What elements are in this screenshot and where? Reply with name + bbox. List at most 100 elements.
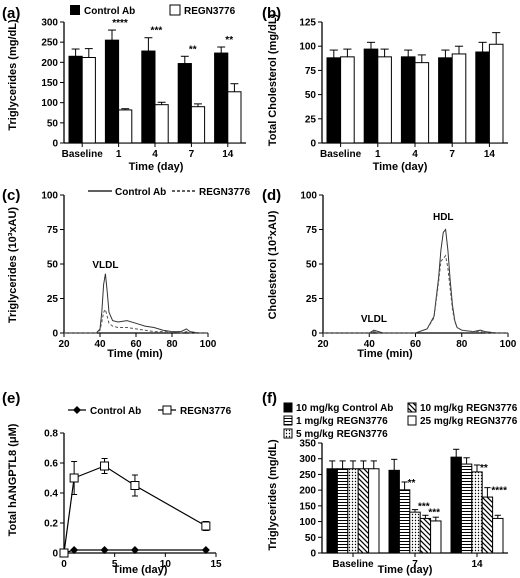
bar-f bbox=[326, 468, 338, 554]
legend-swatch-f-2 bbox=[283, 415, 293, 426]
legend-swatch-f-1 bbox=[283, 402, 293, 413]
panel-label-e: (e) bbox=[2, 390, 20, 407]
y-tick-label-c: 75 bbox=[47, 225, 59, 236]
bar-a bbox=[68, 55, 83, 144]
y-tick-label-c: 100 bbox=[41, 191, 58, 202]
panel-a: (a) Triglycerides (mg/dL) Time (day) Con… bbox=[2, 4, 246, 173]
x-axis-title-f: Time (day) bbox=[378, 564, 433, 576]
panel-f: (f) Triglycerides (mg/dL) Time (day) 10 … bbox=[262, 390, 518, 576]
legend-marker-regn3776-e bbox=[162, 405, 172, 415]
significance-label-a: **** bbox=[112, 18, 128, 29]
x-axis-title-b: Time (day) bbox=[373, 161, 428, 173]
significance-label-a: ** bbox=[189, 44, 197, 55]
x-tick-label-c: 20 bbox=[58, 339, 70, 350]
y-tick-label-d: 50 bbox=[306, 260, 318, 271]
bar-f bbox=[430, 520, 442, 554]
bar-f bbox=[368, 468, 380, 554]
significance-label-f: ** bbox=[480, 463, 488, 474]
y-tick-label-a: 250 bbox=[41, 38, 58, 49]
x-tick-label-a: 1 bbox=[116, 149, 122, 160]
legend-c: Control Ab REGN3776 bbox=[88, 187, 251, 198]
x-tick-label-b: 4 bbox=[412, 149, 418, 160]
bar-b bbox=[475, 51, 490, 144]
y-tick-label-b: 100 bbox=[299, 42, 316, 53]
bar-a bbox=[177, 63, 192, 144]
x-tick-label-b: 1 bbox=[375, 149, 381, 160]
bar-a bbox=[141, 50, 156, 144]
bar-b bbox=[363, 48, 379, 144]
panel-label-c: (c) bbox=[2, 187, 20, 204]
y-axis-title-d: Cholesterol (10³xAU) bbox=[267, 210, 279, 319]
y-axis-title-e: Total hANGPTL8 (μM) bbox=[7, 423, 19, 536]
x-tick-label-b: 7 bbox=[449, 149, 455, 160]
x-tick-label-a: Baseline bbox=[62, 149, 104, 160]
data-point-regn3776 bbox=[130, 481, 140, 490]
bar-b bbox=[400, 56, 416, 144]
bar-a bbox=[190, 106, 206, 144]
x-tick-label-a: 7 bbox=[189, 149, 195, 160]
data-point-regn3776 bbox=[201, 521, 211, 531]
legend-swatch-f-4 bbox=[407, 402, 417, 413]
legend-swatch-f-3 bbox=[283, 428, 293, 439]
x-tick-label-f: 14 bbox=[471, 559, 483, 570]
legend-e: Control Ab REGN3776 bbox=[68, 405, 232, 417]
significance-label-a: ** bbox=[225, 35, 233, 46]
bar-f bbox=[471, 471, 483, 554]
series-line-c-1 bbox=[64, 308, 208, 334]
bar-f bbox=[419, 517, 432, 554]
vldl-annotation-d: VLDL bbox=[361, 314, 387, 325]
x-tick-label-f: 7 bbox=[412, 559, 418, 570]
legend-label-f-3: 5 mg/kg REGN3776 bbox=[296, 429, 388, 440]
legend-label-regn3776-e: REGN3776 bbox=[180, 406, 232, 417]
x-tick-label-f: Baseline bbox=[332, 559, 374, 570]
plot-area-d: 0 25 50 75 100 20 40 60 80 100 VLDL HDL bbox=[300, 191, 516, 351]
panel-label-b: (b) bbox=[262, 5, 281, 22]
panel-d: (d) Cholesterol (10³xAU) Time (min) 0 25 5… bbox=[262, 187, 517, 360]
bar-a bbox=[154, 104, 169, 144]
bar-f bbox=[492, 517, 504, 554]
y-tick-label-b: 50 bbox=[305, 90, 317, 101]
y-tick-label-d: 25 bbox=[306, 294, 318, 305]
legend-f: 10 mg/kg Control Ab 1 mg/kg REGN3776 5 m… bbox=[283, 402, 518, 440]
legend-swatch-f-5 bbox=[407, 415, 417, 426]
y-tick-label-a: 100 bbox=[41, 98, 58, 109]
y-tick-label-b: 125 bbox=[299, 18, 316, 29]
bar-f bbox=[398, 489, 411, 554]
y-tick-label-e: 0.8 bbox=[44, 429, 58, 440]
legend-label-f-2: 1 mg/kg REGN3776 bbox=[296, 416, 388, 427]
bar-b bbox=[451, 53, 467, 144]
legend-label-regn3776: REGN3776 bbox=[184, 6, 236, 17]
x-tick-label-d: 40 bbox=[364, 339, 376, 350]
y-axis-title-f: Triglycerides (mg/dL) bbox=[267, 439, 279, 551]
x-tick-label-b: Baseline bbox=[320, 149, 362, 160]
bar-b bbox=[488, 43, 504, 144]
x-tick-label-c: 60 bbox=[130, 339, 142, 350]
y-tick-label-a: 300 bbox=[41, 18, 58, 29]
x-tick-label-b: 14 bbox=[484, 149, 496, 160]
y-tick-label-d: 75 bbox=[306, 225, 318, 236]
x-tick-label-c: 100 bbox=[200, 339, 217, 350]
legend-label-f-5: 25 mg/kg REGN3776 bbox=[420, 416, 518, 427]
bar-f bbox=[481, 496, 494, 554]
bar-f bbox=[347, 468, 359, 554]
significance-label-a: *** bbox=[151, 26, 163, 37]
y-tick-label-f: 50 bbox=[305, 533, 317, 544]
y-tick-label-f: 300 bbox=[299, 454, 316, 465]
y-tick-label-e: 0.2 bbox=[44, 519, 58, 530]
data-point-control-ab bbox=[130, 546, 139, 554]
y-tick-label-a: 50 bbox=[47, 118, 59, 129]
series-line-c-0 bbox=[64, 273, 208, 334]
x-tick-label-e: 0 bbox=[61, 559, 67, 570]
data-point-control-ab bbox=[100, 546, 109, 554]
y-tick-label-c: 25 bbox=[47, 294, 59, 305]
y-tick-label-b: 0 bbox=[310, 139, 316, 150]
panel-label-f: (f) bbox=[262, 390, 277, 407]
y-tick-label-b: 25 bbox=[305, 114, 317, 125]
y-tick-label-e: 0.6 bbox=[44, 459, 58, 470]
legend-label-regn3776-c: REGN3776 bbox=[199, 187, 251, 198]
bar-b bbox=[326, 57, 342, 144]
bar-a bbox=[81, 56, 96, 144]
